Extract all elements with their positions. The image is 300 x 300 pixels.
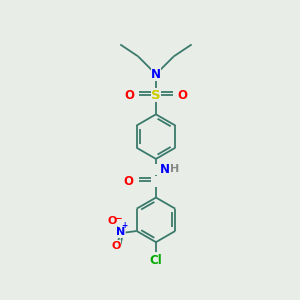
Text: O: O xyxy=(123,175,133,188)
Text: S: S xyxy=(151,88,161,101)
Text: O: O xyxy=(108,217,117,226)
Text: N: N xyxy=(151,68,161,81)
Text: N: N xyxy=(116,227,125,238)
Text: H: H xyxy=(170,164,179,174)
Text: +: + xyxy=(121,221,127,230)
Text: Cl: Cl xyxy=(150,254,162,267)
Text: N: N xyxy=(160,163,170,176)
Text: −: − xyxy=(114,214,121,223)
Text: O: O xyxy=(178,88,188,101)
Text: O: O xyxy=(111,241,121,250)
Text: O: O xyxy=(124,88,134,101)
